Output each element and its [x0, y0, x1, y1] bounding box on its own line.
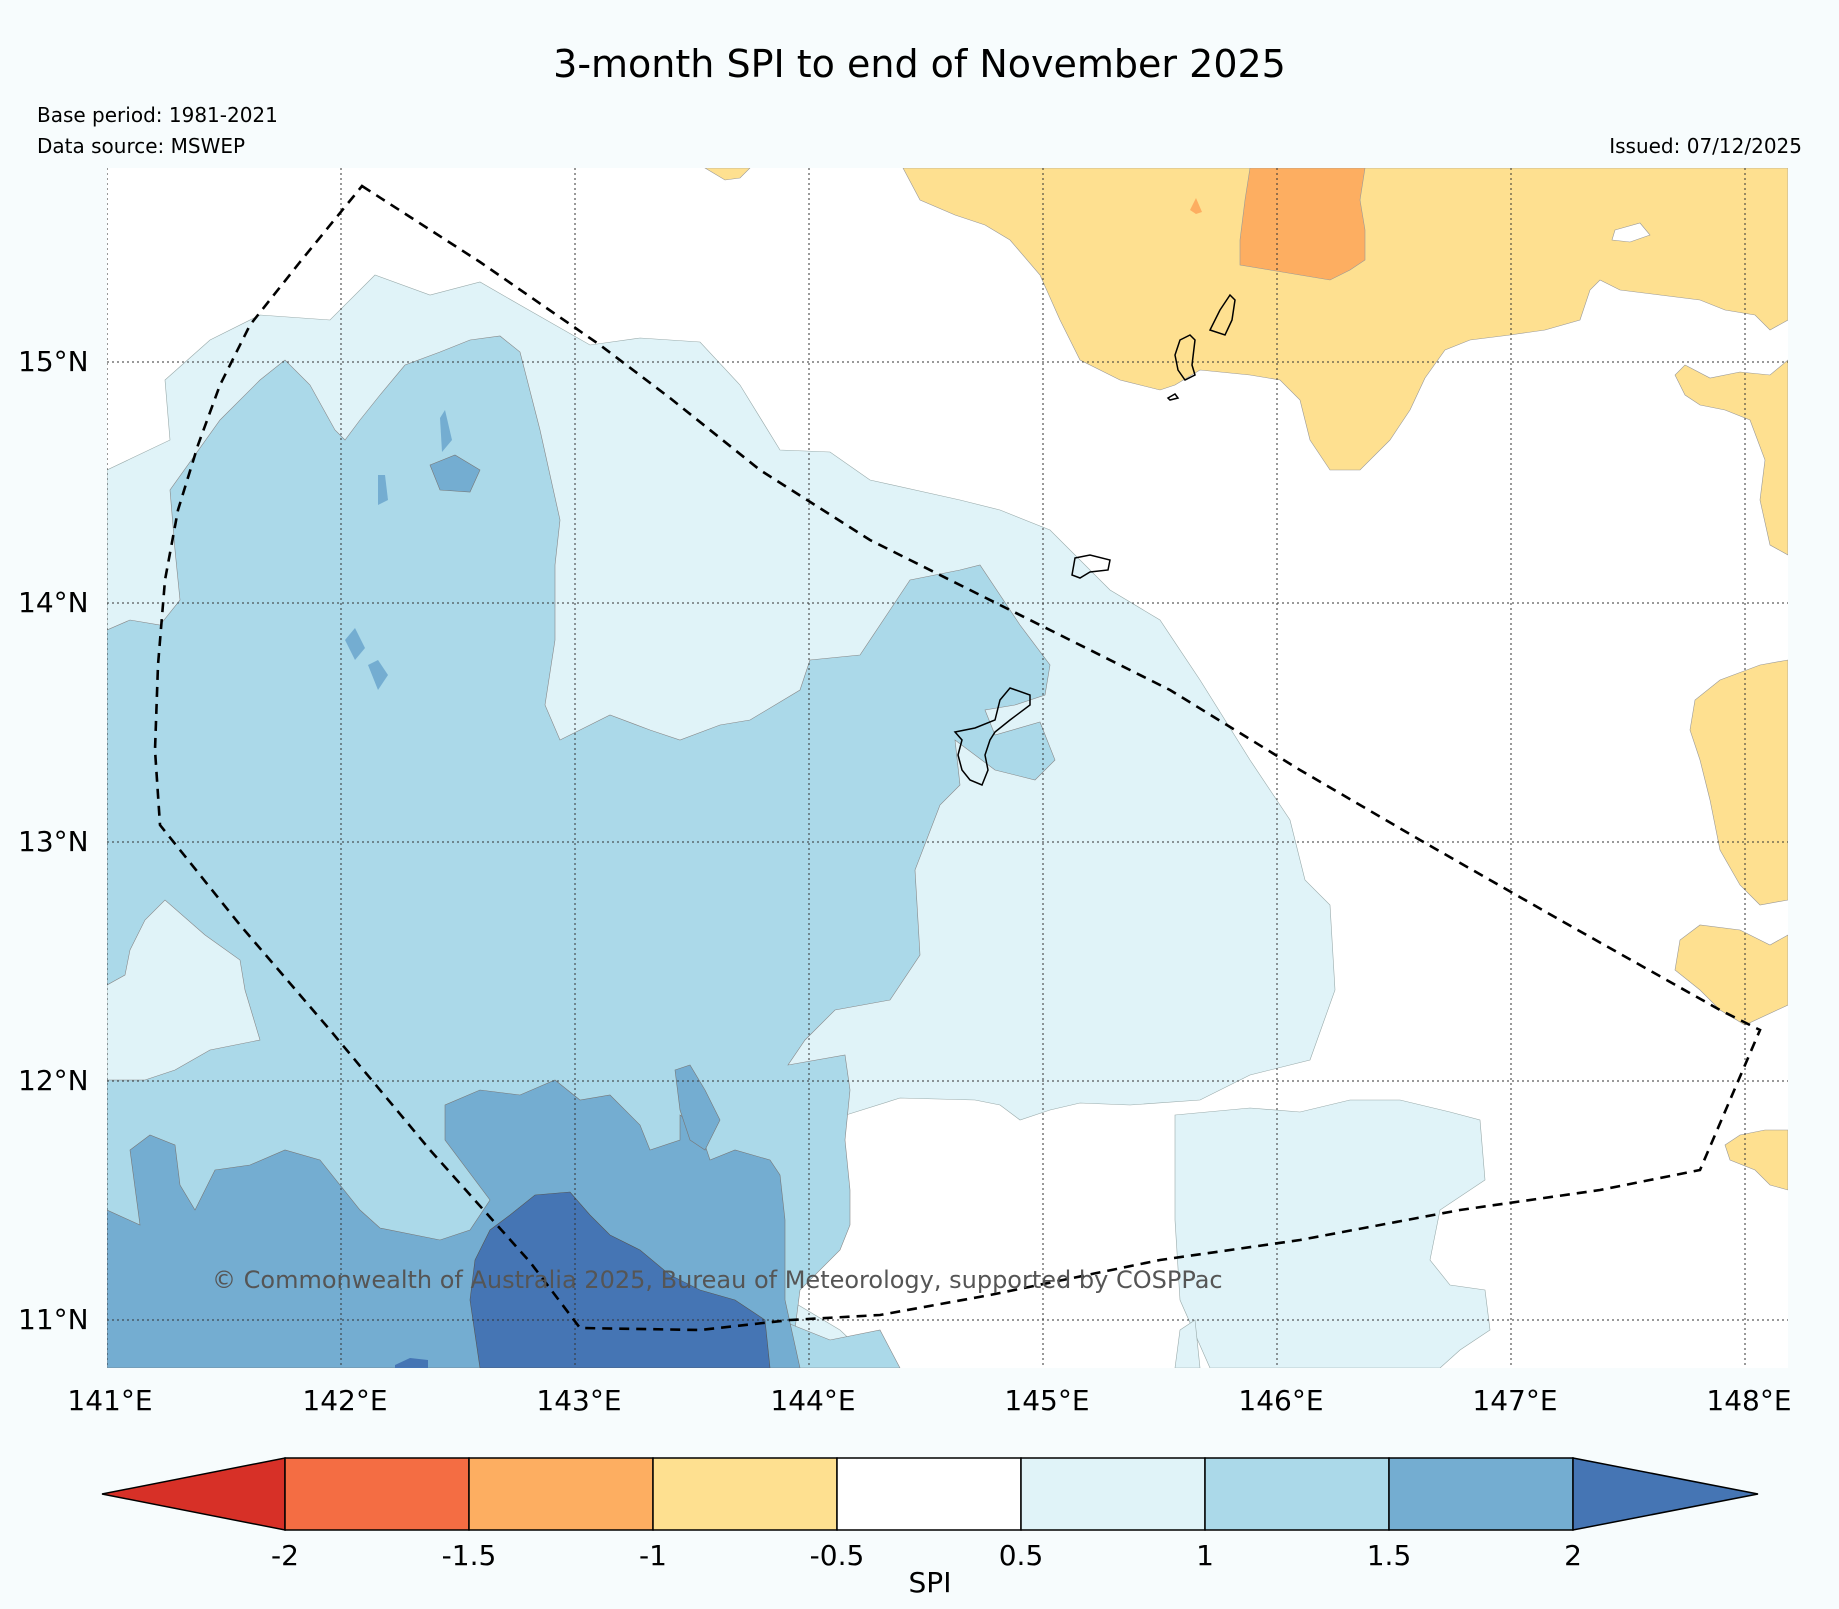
- colorbar-tick-label: -1: [639, 1539, 667, 1572]
- colorbar-extend-low: [101, 1457, 286, 1531]
- lon-label: 146°E: [1238, 1384, 1323, 1417]
- tinian-island-outline: [1174, 334, 1196, 381]
- lon-label: 142°E: [302, 1384, 387, 1417]
- slight-dry-east-patch: [1674, 924, 1788, 1026]
- graticule: [107, 168, 1788, 1368]
- map-plot-area: © Commonwealth of Australia 2025, Bureau…: [107, 168, 1788, 1368]
- slight-dry-hole: [1611, 222, 1651, 243]
- colorbar-swatch: [652, 1457, 838, 1531]
- colorbar-tick-label: 1: [1196, 1539, 1214, 1572]
- issued-date: Issued: 07/12/2025: [1609, 134, 1802, 158]
- moderate-wet-island: [429, 454, 481, 493]
- island-outlines: [953, 293, 1236, 786]
- moderate-wet-dot-4: [440, 410, 452, 452]
- strong-wet-region: [469, 1191, 771, 1368]
- lon-label: 144°E: [770, 1384, 855, 1417]
- saipan-island-outline: [1208, 293, 1236, 336]
- colorbar-swatch: [1388, 1457, 1574, 1531]
- guam-island-outline: [953, 687, 1031, 786]
- lat-label: 13°N: [18, 825, 89, 858]
- colorbar-swatch: [468, 1457, 654, 1531]
- data-source-note: Data source: MSWEP: [37, 134, 246, 158]
- map-title: 3-month SPI to end of November 2025: [553, 42, 1286, 86]
- aguijan-island-outline: [1166, 393, 1180, 401]
- lat-label: 14°N: [18, 586, 89, 619]
- rota-island-outline: [1071, 554, 1111, 579]
- lon-label: 148°E: [1706, 1384, 1791, 1417]
- latitude-labels: 15°N 14°N 13°N 12°N 11°N: [18, 345, 89, 1336]
- slight-dry-east-strip: [1674, 359, 1788, 556]
- lon-label: 145°E: [1004, 1384, 1089, 1417]
- colorbar-tick-label: -2: [271, 1539, 299, 1572]
- eez-boundary: [153, 184, 1762, 1332]
- slight-wet-sw-region: [1174, 1319, 1201, 1368]
- longitude-labels: 141°E 142°E 143°E 144°E 145°E 146°E 147°…: [67, 1384, 1791, 1417]
- slight-dry-north-sliver: [704, 168, 751, 181]
- colorbar-title: SPI: [909, 1566, 952, 1599]
- colorbar-extend-high: [1572, 1457, 1759, 1531]
- lat-label: 11°N: [18, 1303, 89, 1336]
- copyright-note: © Commonwealth of Australia 2025, Bureau…: [212, 1266, 1223, 1294]
- colorbar-tick-label: 0.5: [999, 1539, 1044, 1572]
- moderate-wet-dot-3: [378, 475, 388, 505]
- spi-colorbar: -2 -1.5 -1 -0.5 0.5 1 1.5 2: [101, 1457, 1759, 1572]
- lon-label: 147°E: [1472, 1384, 1557, 1417]
- lat-label: 15°N: [18, 345, 89, 378]
- base-period-note: Base period: 1981-2021: [37, 103, 278, 127]
- colorbar-tick-label: -0.5: [810, 1539, 865, 1572]
- lon-label: 143°E: [536, 1384, 621, 1417]
- colorbar-swatch: [836, 1457, 1022, 1531]
- colorbar-tick-label: -1.5: [442, 1539, 497, 1572]
- moderate-wet-dot-1: [345, 628, 365, 660]
- colorbar-swatch: [1204, 1457, 1390, 1531]
- mild-dry-region: [1239, 168, 1366, 281]
- colorbar-swatch: [284, 1457, 470, 1531]
- moderate-wet-dot-2: [368, 660, 388, 690]
- lon-label: 141°E: [67, 1384, 152, 1417]
- slight-dry-region: [902, 168, 1788, 471]
- slight-dry-east-block: [1689, 659, 1788, 906]
- colorbar-swatch: [1020, 1457, 1206, 1531]
- strong-wet-spot: [395, 1358, 428, 1368]
- lat-label: 12°N: [18, 1064, 89, 1097]
- colorbar-tick-label: 2: [1564, 1539, 1582, 1572]
- moderate-wet-streak: [674, 1064, 721, 1151]
- slight-dry-southeast-patch: [1724, 1129, 1788, 1191]
- mild-dry-dot: [1190, 198, 1202, 214]
- colorbar-tick-label: 1.5: [1367, 1539, 1412, 1572]
